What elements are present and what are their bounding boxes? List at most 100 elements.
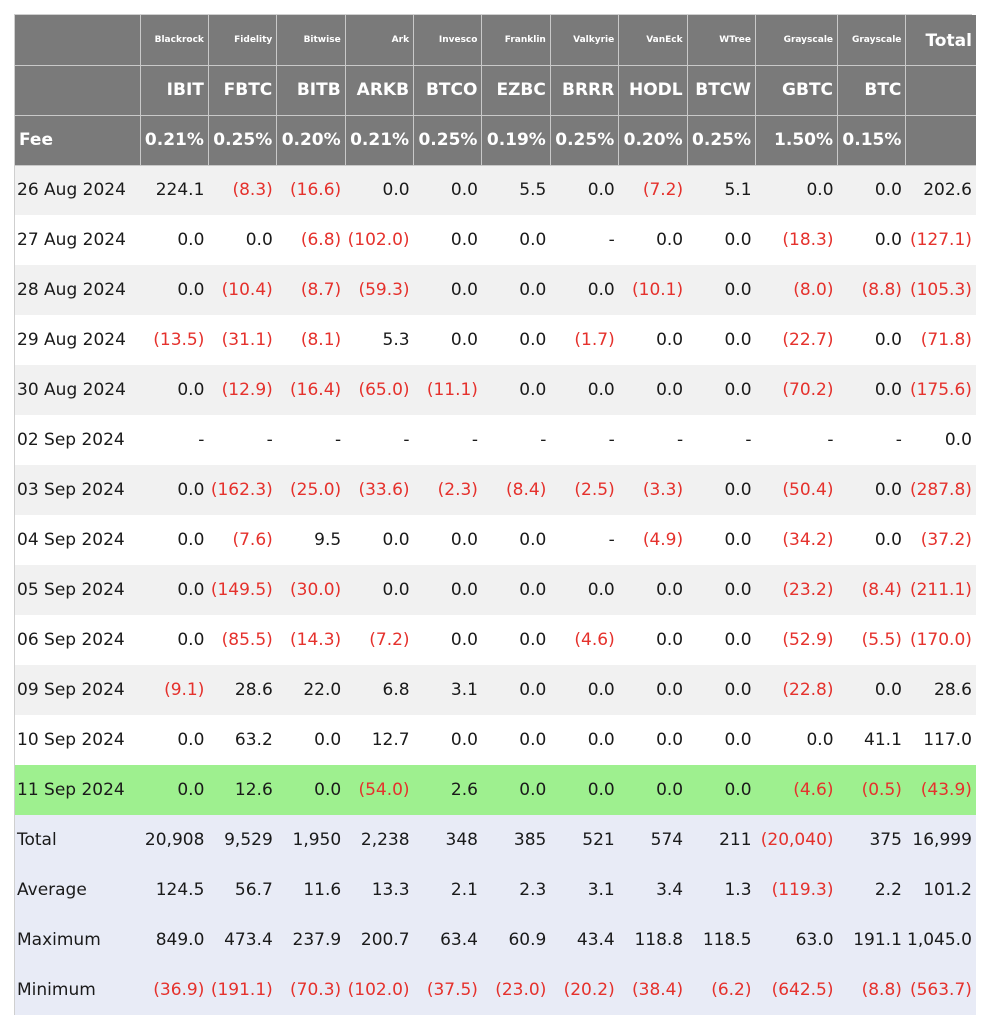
fee-value: 0.19% — [481, 115, 551, 166]
flow-cell: 0.0 — [413, 165, 482, 215]
table-row: 29 Aug 2024 (13.5) (31.1) (8.1) 5.3 0.0 0.0 (1.… — [15, 315, 976, 365]
flow-cell: (16.4) — [276, 365, 346, 415]
flow-cell: (14.3) — [276, 615, 346, 665]
ticker-header: BTC — [837, 65, 907, 116]
issuer-header: Blackrock — [140, 15, 209, 66]
table-row: 09 Sep 2024 (9.1) 28.6 22.0 6.8 3.1 0.0 0.0 0.0 0… — [15, 665, 976, 715]
flow-cell: 0.0 — [413, 315, 482, 365]
summary-cell: (38.4) — [618, 965, 688, 1015]
flow-cell: 12.6 — [208, 765, 277, 815]
flow-cell: 0.0 — [276, 715, 346, 765]
flow-cell: 0.0 — [755, 165, 838, 215]
flow-cell: 5.5 — [481, 165, 551, 215]
flow-cell: 0.0 — [687, 215, 756, 265]
table-body: 26 Aug 2024 224.1 (8.3) (16.6) 0.0 0.0 5.5 0.0(… — [15, 165, 976, 1015]
flow-cell: 0.0 — [140, 715, 209, 765]
row-total: 202.6 — [905, 165, 976, 215]
flow-cell: 0.0 — [345, 165, 414, 215]
flow-cell: - — [550, 215, 619, 265]
summary-cell: 3.4 — [618, 865, 688, 915]
issuer-header-row: Blackrock Fidelity Bitwise Ark Invesco Frankl… — [15, 15, 976, 66]
flow-cell: (8.7) — [276, 265, 346, 315]
summary-cell: 348 — [413, 815, 482, 865]
flow-cell: (7.2) — [345, 615, 414, 665]
summary-cell: 237.9 — [276, 915, 346, 965]
flow-cell: (102.0) — [345, 215, 414, 265]
flow-cell: - — [837, 415, 906, 465]
summary-cell: (36.9) — [140, 965, 209, 1015]
flow-cell: 0.0 — [481, 515, 551, 565]
issuer-header: VanEck — [618, 15, 688, 66]
summary-cell: (191.1) — [208, 965, 277, 1015]
summary-cell: 60.9 — [481, 915, 551, 965]
flow-cell: (3.3) — [618, 465, 688, 515]
row-total: 0.0 — [905, 415, 976, 465]
flow-cell: 224.1 — [140, 165, 209, 215]
flow-cell: - — [550, 515, 619, 565]
flow-cell: 0.0 — [618, 565, 688, 615]
flow-cell: 0.0 — [618, 365, 688, 415]
flow-cell: 0.0 — [413, 515, 482, 565]
flow-cell: (8.3) — [208, 165, 277, 215]
flow-cell: 5.3 — [345, 315, 414, 365]
ticker-header: FBTC — [208, 65, 278, 116]
ticker-header: GBTC — [755, 65, 839, 116]
flow-cell: 0.0 — [208, 215, 277, 265]
issuer-header: Bitwise — [276, 15, 346, 66]
flow-cell: (10.1) — [618, 265, 688, 315]
table-row: 28 Aug 2024 0.0 (10.4) (8.7) (59.3) 0.0 0.0 0.0… — [15, 265, 976, 315]
flow-cell: 0.0 — [413, 615, 482, 665]
ticker-header: BITB — [276, 65, 346, 116]
table-row: 26 Aug 2024 224.1 (8.3) (16.6) 0.0 0.0 5.5 0.0(… — [15, 165, 976, 215]
flow-cell: 0.0 — [481, 265, 551, 315]
flow-cell: 63.2 — [208, 715, 277, 765]
flow-cell: (7.2) — [618, 165, 688, 215]
corner-cell — [15, 15, 141, 66]
flow-cell: 0.0 — [687, 265, 756, 315]
flow-cell: (85.5) — [208, 615, 277, 665]
summary-label: Maximum — [15, 915, 140, 965]
corner-cell — [15, 65, 141, 116]
summary-total: (563.7) — [905, 965, 976, 1015]
summary-cell: (20.2) — [550, 965, 619, 1015]
row-total: (43.9) — [905, 765, 976, 815]
fee-value: 0.21% — [140, 115, 209, 166]
flow-cell: 0.0 — [550, 565, 619, 615]
summary-cell: 118.5 — [687, 915, 756, 965]
flow-cell: 0.0 — [550, 665, 619, 715]
row-total: 28.6 — [905, 665, 976, 715]
flow-cell: (65.0) — [345, 365, 414, 415]
summary-cell: 2,238 — [345, 815, 414, 865]
row-date: 09 Sep 2024 — [15, 665, 140, 715]
table-row: 27 Aug 2024 0.0 0.0 (6.8) (102.0) 0.0 0.0-0.0 0… — [15, 215, 976, 265]
issuer-header: Invesco — [413, 15, 483, 66]
summary-cell: (119.3) — [755, 865, 838, 915]
flow-cell: 0.0 — [837, 665, 906, 715]
ticker-header: BRRR — [550, 65, 620, 116]
flow-cell: 22.0 — [276, 665, 346, 715]
summary-cell: 56.7 — [208, 865, 277, 915]
flow-cell: - — [618, 415, 688, 465]
flow-cell: 0.0 — [140, 565, 209, 615]
summary-total: 1,045.0 — [905, 915, 976, 965]
table-row: 04 Sep 2024 0.0 (7.6) 9.5 0.0 0.0 0.0- (4.9) 0.0… — [15, 515, 976, 565]
summary-row: Average 124.5 56.7 11.6 13.3 2.1 2.3 3.1 3.4 1.3(… — [15, 865, 976, 915]
fee-value: 0.20% — [276, 115, 346, 166]
summary-cell: 2.3 — [481, 865, 551, 915]
flow-cell: 0.0 — [550, 165, 619, 215]
flow-cell: 0.0 — [837, 215, 906, 265]
flow-cell: 0.0 — [687, 315, 756, 365]
flow-cell: 0.0 — [687, 515, 756, 565]
summary-row: Total 20,908 9,529 1,950 2,238 348 385 521 574 21… — [15, 815, 976, 865]
ticker-header: BTCW — [687, 65, 757, 116]
summary-cell: 118.8 — [618, 915, 688, 965]
flow-cell: (13.5) — [140, 315, 209, 365]
summary-cell: (642.5) — [755, 965, 838, 1015]
fee-value: 0.25% — [687, 115, 757, 166]
flow-cell: 0.0 — [413, 565, 482, 615]
ticker-header: HODL — [618, 65, 688, 116]
summary-cell: (37.5) — [413, 965, 482, 1015]
table-row: 05 Sep 2024 0.0 (149.5) (30.0) 0.0 0.0 0.0 0.0 0… — [15, 565, 976, 615]
ticker-header-row: IBIT FBTC BITB ARKB BTCO EZBC BRRR HODL BTCW GBTC… — [15, 65, 976, 116]
row-total: 117.0 — [905, 715, 976, 765]
